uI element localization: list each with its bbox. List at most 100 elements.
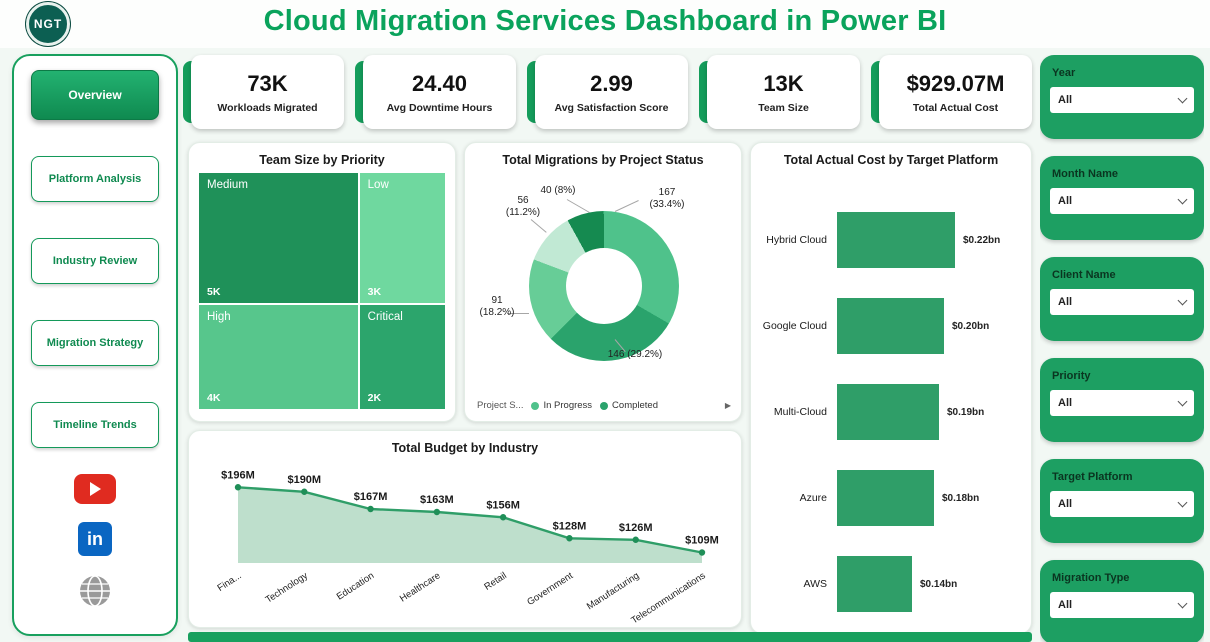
nav-migration-strategy[interactable]: Migration Strategy — [31, 320, 159, 366]
bar-value: $0.20bn — [952, 320, 990, 332]
legend-scroll-arrow-icon[interactable]: ▶ — [724, 401, 731, 410]
tile-label: High — [207, 310, 231, 323]
legend-item-completed[interactable]: Completed — [600, 400, 658, 411]
bar[interactable] — [837, 556, 912, 612]
tile-value: 2K — [367, 392, 382, 404]
bar-category: Multi-Cloud — [773, 406, 827, 418]
dropdown-value: All — [1058, 296, 1073, 308]
slicer-year-dropdown[interactable]: All — [1050, 87, 1194, 113]
legend-item-in-progress[interactable]: In Progress — [531, 400, 592, 411]
area-value-label: $167M — [354, 491, 388, 503]
tile-label: Medium — [207, 179, 248, 191]
chevron-down-icon — [1177, 194, 1188, 205]
globe-icon[interactable] — [78, 574, 112, 608]
slicer-label: Year — [1052, 67, 1076, 79]
kpi-card-team-size: 13K Team Size — [699, 55, 860, 129]
area-x-label: Government — [525, 570, 575, 608]
social-links: in — [74, 474, 116, 608]
chevron-down-icon — [1177, 497, 1188, 508]
nav-platform-analysis[interactable]: Platform Analysis — [31, 156, 159, 202]
area-point[interactable] — [499, 514, 507, 521]
chevron-down-icon — [1177, 598, 1188, 609]
area-value-label: $196M — [221, 469, 255, 481]
callout-text: (33.4%) — [649, 199, 685, 210]
dropdown-value: All — [1058, 498, 1073, 510]
area-x-label: Fina... — [215, 570, 243, 594]
tile-label: Low — [367, 179, 389, 191]
bar-value: $0.22bn — [963, 234, 1001, 246]
dropdown-value: All — [1058, 397, 1073, 409]
tile-value: 5K — [207, 285, 221, 298]
area-point[interactable] — [698, 549, 706, 556]
area-x-label: Retail — [482, 570, 508, 592]
slicer-client-name-dropdown[interactable]: All — [1050, 289, 1194, 315]
treemap-tile-high[interactable]: High 4K — [199, 304, 358, 409]
nav-industry-review[interactable]: Industry Review — [31, 238, 159, 284]
kpi-label: Avg Satisfaction Score — [554, 101, 669, 114]
area-value-label: $163M — [420, 494, 454, 506]
dropdown-value: All — [1058, 94, 1073, 106]
slicer-client-name: Client Name All — [1040, 257, 1204, 341]
callout-text: 167 — [658, 187, 676, 198]
slicer-migration-type: Migration Type All — [1040, 560, 1204, 642]
nav-timeline-trends[interactable]: Timeline Trends — [31, 402, 159, 448]
area-point[interactable] — [433, 508, 441, 516]
legend-title: Project S... — [477, 400, 524, 411]
kpi-label: Team Size — [758, 101, 809, 114]
dropdown-value: All — [1058, 195, 1073, 207]
bar[interactable] — [837, 384, 939, 440]
bar-row-hybrid-cloud: Hybrid Cloud $0.22bn — [751, 197, 1031, 283]
donut-callout-167: 167 (33.4%) — [637, 187, 697, 211]
area-point[interactable] — [234, 484, 242, 491]
callout-line — [614, 200, 639, 212]
company-logo: NGT — [26, 2, 70, 46]
bar[interactable] — [837, 298, 944, 354]
area-point[interactable] — [301, 488, 308, 495]
slicer-label: Migration Type — [1052, 572, 1130, 584]
bar[interactable] — [837, 212, 955, 268]
slicer-month-name-dropdown[interactable]: All — [1050, 188, 1194, 214]
slicer-target-platform-dropdown[interactable]: All — [1050, 491, 1194, 517]
area-x-label: Manufacturing — [585, 570, 641, 612]
dropdown-value: All — [1058, 599, 1073, 611]
bar[interactable] — [837, 470, 934, 526]
page-title: Cloud Migration Services Dashboard in Po… — [263, 5, 947, 37]
bar-category: Azure — [799, 492, 827, 504]
bar-row-azure: Azure $0.18bn — [751, 455, 1031, 541]
area-point[interactable] — [566, 535, 573, 542]
area-point[interactable] — [632, 536, 639, 543]
chevron-down-icon — [1177, 93, 1188, 104]
play-icon — [89, 482, 101, 496]
donut-callout-91: 91 (18.2%) — [471, 295, 523, 319]
callout-text: 40 (8%) — [540, 185, 576, 196]
linkedin-icon[interactable]: in — [78, 522, 112, 556]
area-point[interactable] — [367, 505, 374, 513]
area-x-label: Education — [335, 570, 376, 602]
donut-legend: Project S... In Progress Completed ▶ — [477, 400, 731, 411]
slicer-column: Year All Month Name All Client Name All … — [1040, 55, 1204, 642]
area-x-label: Technology — [264, 570, 311, 606]
bar-value: $0.19bn — [947, 406, 985, 418]
callout-line — [530, 219, 547, 233]
youtube-icon[interactable] — [74, 474, 116, 504]
bar-row-multi-cloud: Multi-Cloud $0.19bn — [751, 369, 1031, 455]
kpi-label: Avg Downtime Hours — [386, 101, 493, 114]
slicer-priority: Priority All — [1040, 358, 1204, 442]
donut-title: Total Migrations by Project Status — [502, 153, 704, 167]
nav-overview[interactable]: Overview — [31, 70, 159, 120]
slicer-month-name: Month Name All — [1040, 156, 1204, 240]
slicer-priority-dropdown[interactable]: All — [1050, 390, 1194, 416]
slicer-migration-type-dropdown[interactable]: All — [1050, 592, 1194, 618]
treemap-panel: Team Size by Priority Medium 5K Low 3K H… — [188, 142, 456, 422]
treemap-tile-critical[interactable]: Critical 2K — [359, 304, 445, 409]
treemap-title: Team Size by Priority — [259, 153, 385, 167]
area-x-label: Telecommunications — [629, 570, 707, 626]
donut-hole — [566, 248, 642, 324]
kpi-card-avg-satisfaction-score: 2.99 Avg Satisfaction Score — [527, 55, 688, 129]
bar-category: Hybrid Cloud — [766, 234, 827, 246]
donut-callout-56: 56 (11.2%) — [493, 195, 553, 219]
callout-text: (11.2%) — [505, 207, 541, 218]
treemap-tile-medium[interactable]: Medium 5K — [199, 173, 358, 303]
treemap-tile-low[interactable]: Low 3K — [359, 173, 445, 303]
kpi-value: 24.40 — [411, 70, 468, 96]
